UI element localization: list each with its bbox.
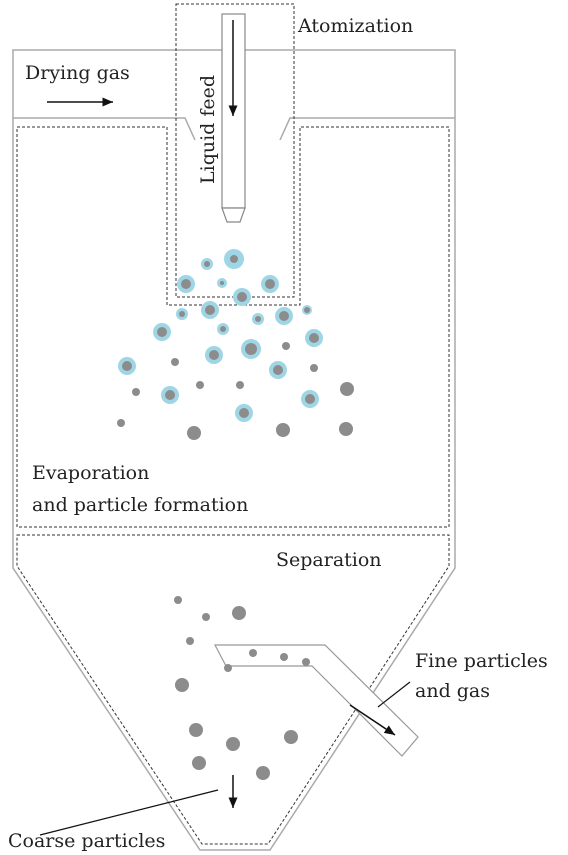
particle (189, 723, 203, 737)
label: Evaporation (32, 462, 149, 484)
particle (230, 255, 238, 263)
particle (171, 358, 179, 366)
particle (273, 365, 283, 375)
particles (117, 249, 354, 780)
particle (179, 311, 185, 317)
particle (256, 766, 270, 780)
particle (204, 261, 210, 267)
label: and particle formation (32, 494, 248, 516)
particle (181, 279, 191, 289)
inner-wall-right (279, 117, 455, 141)
particle (284, 730, 298, 744)
particle (339, 422, 353, 436)
particle (310, 364, 318, 372)
particle (132, 388, 140, 396)
particle (165, 390, 175, 400)
outlet-arrow (349, 704, 396, 736)
label: Atomization (297, 15, 413, 37)
label: Separation (276, 549, 382, 571)
particle (255, 316, 261, 322)
particle (196, 381, 204, 389)
particle (117, 419, 125, 427)
particle (276, 423, 290, 437)
particle (265, 279, 275, 289)
inner-wall-left (13, 117, 196, 141)
particle (245, 343, 257, 355)
label: Drying gas (25, 62, 130, 84)
leader-line (377, 681, 411, 708)
particle (187, 426, 201, 440)
label: Liquid feed (197, 75, 219, 184)
particle (279, 311, 289, 321)
particle (186, 637, 194, 645)
particle (192, 756, 206, 770)
particle (122, 361, 132, 371)
particle (157, 327, 167, 337)
leader-line (39, 789, 219, 836)
particle (175, 678, 189, 692)
particle (239, 408, 249, 418)
particle (232, 606, 246, 620)
label: Coarse particles (8, 830, 165, 852)
separation-zone (16, 534, 450, 845)
particle (226, 737, 240, 751)
particle (236, 381, 244, 389)
particle (280, 653, 288, 661)
particle (220, 326, 226, 332)
particle (302, 658, 310, 666)
particle (174, 596, 182, 604)
particle (220, 281, 224, 285)
particle (340, 382, 354, 396)
evaporation-zone (16, 126, 450, 528)
outlet-pipe (214, 644, 419, 757)
particle (282, 342, 290, 350)
particle (309, 333, 319, 343)
label: and gas (415, 680, 490, 702)
particle (249, 649, 257, 657)
particle (304, 307, 310, 313)
particle (205, 305, 215, 315)
particle (224, 664, 232, 672)
vessel-wall (12, 49, 456, 851)
particle (202, 613, 210, 621)
particle (305, 394, 315, 404)
label: Fine particles (415, 650, 548, 672)
particle (209, 350, 219, 360)
nozzle-tip (221, 207, 246, 223)
atomization-zone (175, 3, 295, 298)
particle (237, 292, 247, 302)
